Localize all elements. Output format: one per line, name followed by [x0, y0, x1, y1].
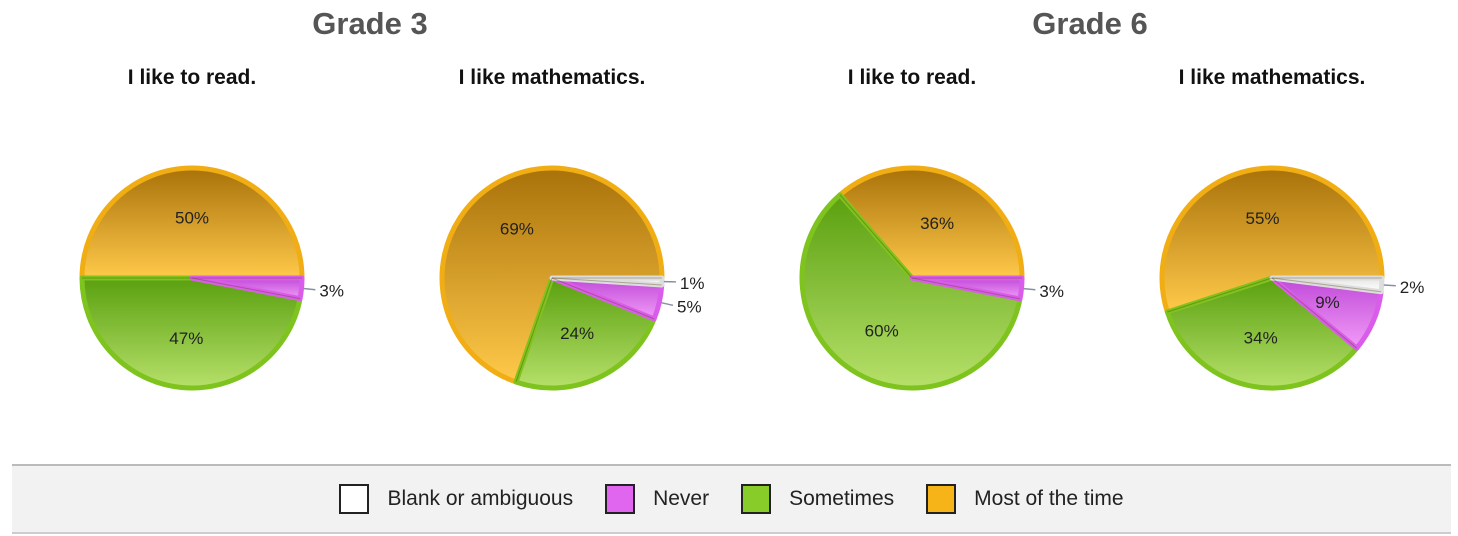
- pie-slice-blank-or-ambiguous: [1269, 275, 1385, 295]
- slice-separator: [191, 277, 301, 300]
- pie-slice-sometimes: [79, 275, 303, 391]
- legend: Blank or ambiguous Never Sometimes Most …: [12, 464, 1451, 534]
- legend-item-never: Never: [605, 484, 709, 514]
- pie-slice-most-of-the-time: [439, 165, 665, 385]
- slice-separator: [1271, 277, 1358, 349]
- label-leader-line: [303, 287, 316, 291]
- chart-title: I like mathematics.: [1178, 66, 1366, 89]
- pie-slice-sometimes: [1164, 275, 1360, 391]
- slice-label-sometimes: 24%: [560, 324, 594, 343]
- legend-label: Blank or ambiguous: [387, 487, 574, 510]
- slice-label-blank-or-ambiguous: 2%: [1400, 278, 1425, 297]
- legend-swatch: [741, 484, 772, 514]
- legend-item-sometimes: Sometimes: [741, 484, 894, 514]
- grade-6-title: Grade 6: [1032, 6, 1148, 41]
- slice-label-never: 5%: [677, 297, 702, 316]
- label-leader-line: [1023, 287, 1036, 291]
- slice-separator: [515, 277, 553, 383]
- pie-chart-grade3-read: I like to read. 50% 47% 3%: [12, 60, 372, 440]
- pie-slice-most-of-the-time: [837, 165, 1025, 281]
- slice-separator: [551, 277, 655, 320]
- pie-svg: 50% 47% 3%: [79, 165, 344, 391]
- chart-title: I like mathematics.: [458, 66, 646, 89]
- slice-separator: [551, 277, 662, 286]
- legend-label: Never: [653, 487, 710, 510]
- pie-slice-blank-or-ambiguous: [549, 275, 665, 288]
- slice-label-most-of-the-time: 36%: [920, 214, 954, 233]
- chart-title: I like to read.: [127, 66, 257, 89]
- slice-label-never: 9%: [1315, 293, 1340, 312]
- pie-slice-never: [909, 275, 1025, 302]
- pie-svg: 69% 24% 5% 1%: [439, 165, 705, 391]
- slice-separator: [839, 194, 913, 279]
- slice-label-most-of-the-time: 69%: [500, 220, 534, 239]
- pie-slice-most-of-the-time: [79, 165, 305, 281]
- pie-slice-sometimes: [799, 192, 1023, 391]
- chart-title: I like to read.: [847, 66, 977, 89]
- legend-label: Most of the time: [974, 487, 1124, 510]
- grade-3-title: Grade 3: [312, 6, 428, 41]
- legend-swatch: [605, 484, 636, 514]
- label-leader-line: [661, 301, 674, 307]
- legend-swatch: [926, 484, 957, 514]
- slice-label-sometimes: 34%: [1244, 328, 1278, 347]
- pie-svg: 55% 34% 9% 2%: [1159, 165, 1425, 391]
- legend-item-blank: Blank or ambiguous: [339, 484, 573, 514]
- pie-chart-grade6-math: I like mathematics. 55% 34% 9% 2%: [1092, 60, 1452, 440]
- slice-label-most-of-the-time: 55%: [1245, 209, 1279, 228]
- pie-slice-never: [189, 275, 305, 302]
- pie-svg: 36% 60% 3%: [799, 165, 1064, 391]
- pie-chart-grade6-read: I like to read. 36% 60% 3%: [732, 60, 1092, 440]
- slice-label-never: 3%: [1039, 282, 1064, 301]
- legend-swatch: [339, 484, 370, 514]
- legend-item-most: Most of the time: [926, 484, 1124, 514]
- slice-separator: [1167, 277, 1273, 313]
- slice-label-sometimes: 60%: [865, 321, 899, 340]
- pie-chart-grade3-math: I like mathematics. 69% 24% 5% 1%: [372, 60, 732, 440]
- slice-separator: [1271, 277, 1382, 293]
- label-leader-line: [1383, 284, 1396, 287]
- slice-label-blank-or-ambiguous: 1%: [680, 274, 705, 293]
- legend-label: Sometimes: [789, 487, 895, 510]
- slice-separator: [911, 277, 1021, 300]
- slice-label-sometimes: 47%: [169, 329, 203, 348]
- slice-label-never: 3%: [319, 282, 344, 301]
- slice-label-most-of-the-time: 50%: [175, 209, 209, 228]
